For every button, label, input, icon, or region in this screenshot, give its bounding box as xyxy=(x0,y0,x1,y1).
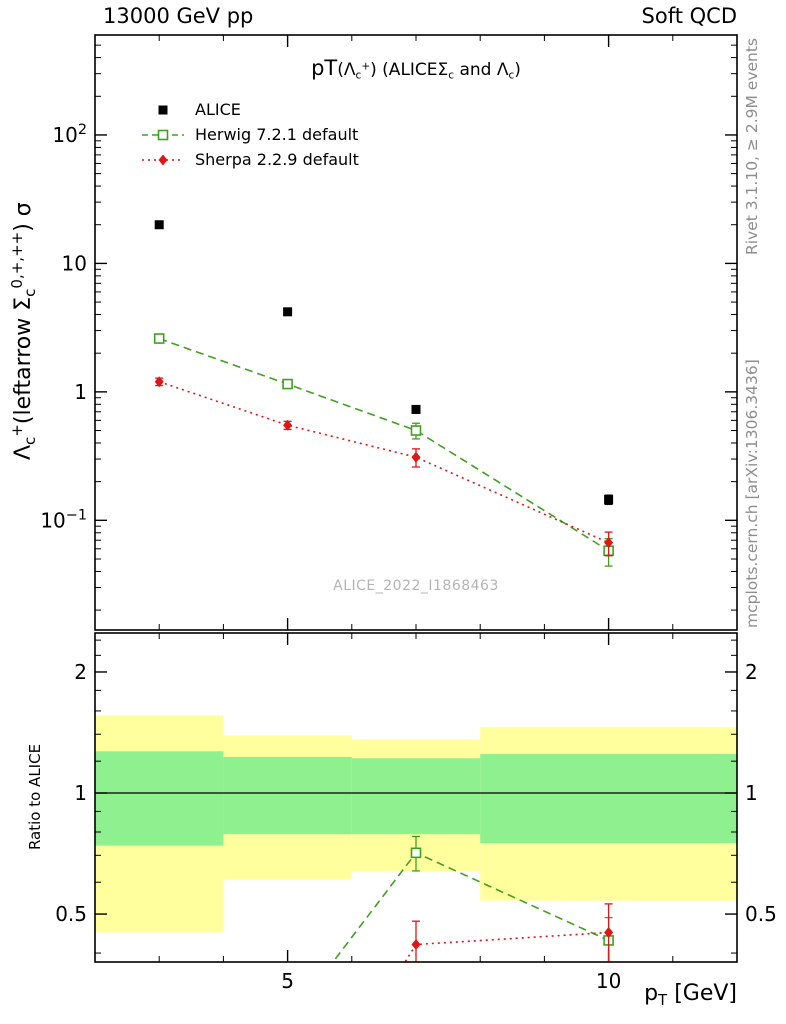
svg-text:10−1: 10−1 xyxy=(40,507,87,532)
mcplots-credit: mcplots.cern.ch [arXiv:1306.3436] xyxy=(743,359,761,628)
legend-label: Sherpa 2.2.9 default xyxy=(195,150,359,169)
axis-ticks xyxy=(95,35,737,962)
herwig-marker-icon xyxy=(142,129,184,140)
svg-text:2: 2 xyxy=(74,660,87,684)
y-axis-label: Λc+(leftarrow Σc0,+,++) σ xyxy=(8,202,39,460)
legend: ALICE Herwig 7.2.1 default Sherpa 2.2.9 … xyxy=(140,97,359,172)
svg-text:102: 102 xyxy=(52,122,87,147)
svg-text:1: 1 xyxy=(74,781,87,805)
x-axis-label: pT [GeV] xyxy=(644,981,737,1009)
header-process-group: Soft QCD xyxy=(641,4,737,28)
svg-text:10: 10 xyxy=(596,969,621,993)
svg-text:1: 1 xyxy=(745,781,758,805)
plot-title: pT(Λc+) (ALICEΣc and Λc) xyxy=(311,56,521,82)
svg-text:5: 5 xyxy=(281,969,294,993)
legend-label: Herwig 7.2.1 default xyxy=(195,125,359,144)
legend-label: ALICE xyxy=(195,100,241,119)
alice-marker-icon xyxy=(158,105,168,114)
analysis-id-watermark: ALICE_2022_I1868463 xyxy=(333,578,499,594)
title-observable: pT xyxy=(311,56,338,80)
panel-frames xyxy=(94,34,738,963)
svg-text:1: 1 xyxy=(74,380,87,404)
svg-text:0.5: 0.5 xyxy=(55,902,87,926)
svg-text:10: 10 xyxy=(62,251,87,275)
ratio-y-axis-label: Ratio to ALICE xyxy=(26,744,44,850)
legend-item-sherpa: Sherpa 2.2.9 default xyxy=(140,147,359,172)
ratio-uncertainty-bands xyxy=(95,715,737,933)
top-panel-frame xyxy=(94,34,738,631)
header-beam-energy: 13000 GeV pp xyxy=(103,4,254,28)
svg-text:2: 2 xyxy=(745,660,758,684)
tick-labels: 10−1 1 10 102 0.5 0.5 1 1 2 2 5 10 xyxy=(40,122,776,993)
sherpa-marker-icon xyxy=(142,154,184,165)
legend-item-alice: ALICE xyxy=(140,97,359,122)
legend-item-herwig: Herwig 7.2.1 default xyxy=(140,122,359,147)
data-series xyxy=(153,220,614,962)
rivet-version-credit: Rivet 3.1.10, ≥ 2.9M events xyxy=(743,38,761,255)
svg-text:0.5: 0.5 xyxy=(745,902,777,926)
ratio-panel-frame xyxy=(94,632,738,963)
